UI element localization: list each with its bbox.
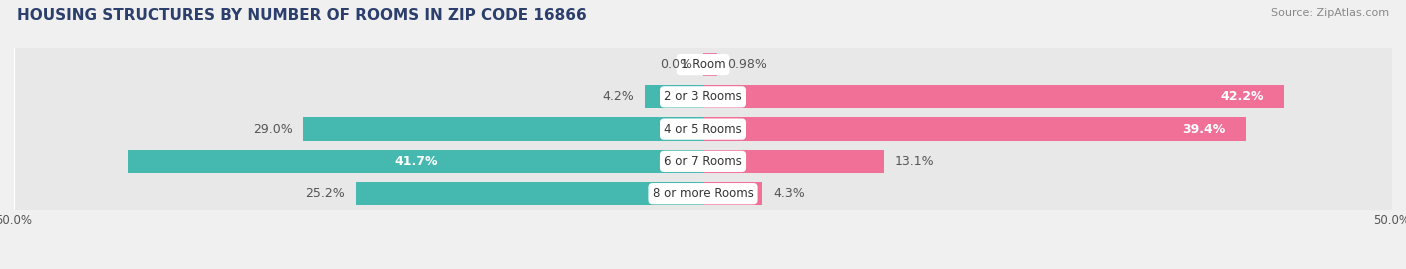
Bar [356,182,703,205]
Text: 13.1%: 13.1% [894,155,934,168]
Text: 4 or 5 Rooms: 4 or 5 Rooms [664,123,742,136]
Text: 4.2%: 4.2% [602,90,634,103]
Bar [14,178,1392,210]
Text: HOUSING STRUCTURES BY NUMBER OF ROOMS IN ZIP CODE 16866: HOUSING STRUCTURES BY NUMBER OF ROOMS IN… [17,8,586,23]
Text: Source: ZipAtlas.com: Source: ZipAtlas.com [1271,8,1389,18]
Text: 2 or 3 Rooms: 2 or 3 Rooms [664,90,742,103]
Text: 0.98%: 0.98% [727,58,768,71]
Text: 25.2%: 25.2% [305,187,344,200]
Text: 42.2%: 42.2% [1220,90,1264,103]
Bar [645,85,703,108]
Text: 4.3%: 4.3% [773,187,806,200]
Bar [14,81,1392,113]
Bar [703,85,1285,108]
Bar [703,53,717,76]
Bar [14,48,1392,81]
Bar [703,182,762,205]
Bar [14,145,1392,178]
Bar [703,118,1246,141]
Text: 0.0%: 0.0% [659,58,692,71]
Bar [304,118,703,141]
Text: 6 or 7 Rooms: 6 or 7 Rooms [664,155,742,168]
Bar [128,150,703,173]
Text: 41.7%: 41.7% [394,155,437,168]
Text: 29.0%: 29.0% [253,123,292,136]
Bar [14,113,1392,145]
Text: 39.4%: 39.4% [1182,123,1225,136]
Text: 1 Room: 1 Room [681,58,725,71]
Bar [703,150,883,173]
Text: 8 or more Rooms: 8 or more Rooms [652,187,754,200]
